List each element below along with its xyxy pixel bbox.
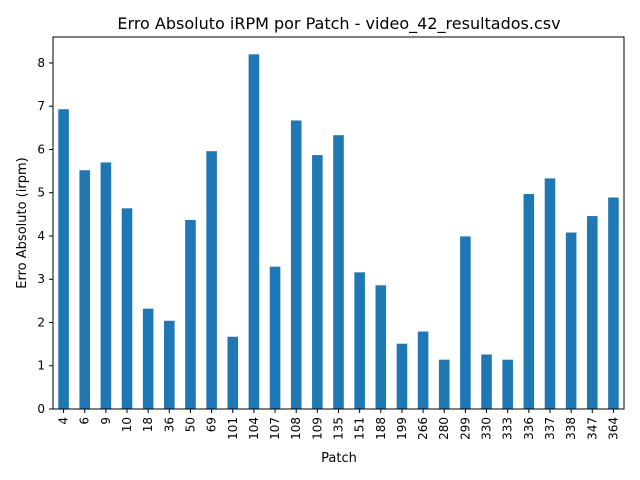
x-tick-label: 109 (310, 417, 324, 440)
y-tick-label: 5 (37, 186, 45, 200)
x-tick-label: 338 (564, 417, 578, 440)
x-tick-label: 18 (141, 417, 155, 432)
x-tick-label: 135 (332, 417, 346, 440)
bar-109 (312, 155, 323, 409)
y-tick-label: 6 (37, 142, 45, 156)
bar-266 (417, 331, 429, 409)
y-tick-label: 1 (37, 359, 45, 373)
y-tick-label: 7 (37, 99, 45, 113)
x-tick-label: 347 (585, 417, 599, 440)
x-tick-label: 337 (543, 417, 557, 440)
bar-337 (544, 178, 556, 409)
x-tick-label: 280 (437, 417, 451, 440)
bar-6 (79, 170, 91, 409)
bar-188 (375, 285, 387, 409)
bar-330 (481, 354, 492, 409)
x-tick-label: 50 (183, 417, 197, 432)
y-tick-label: 0 (37, 402, 45, 416)
x-tick-label: 299 (458, 417, 472, 440)
y-axis-label: Erro Absoluto (irpm) (15, 157, 30, 288)
x-tick-label: 36 (162, 417, 176, 432)
x-tick-label: 199 (395, 417, 409, 440)
x-tick-label: 333 (501, 417, 515, 440)
bar-50 (185, 219, 196, 409)
bars-group (58, 54, 619, 410)
x-axis-label: Patch (321, 451, 357, 466)
bar-280 (438, 359, 450, 409)
x-tick-label: 6 (78, 417, 92, 425)
y-tick-label: 2 (37, 315, 45, 329)
bar-364 (608, 197, 619, 409)
x-tick-label: 4 (57, 417, 71, 425)
bar-338 (565, 232, 577, 409)
x-tick-label: 9 (99, 417, 113, 425)
x-tick-label: 330 (480, 417, 494, 440)
bar-101 (227, 336, 239, 409)
y-tick-label: 8 (37, 56, 45, 70)
plot-frame (52, 36, 625, 410)
bar-9 (100, 162, 112, 409)
y-tick-label: 3 (37, 272, 45, 286)
x-tick-label: 107 (268, 417, 282, 440)
bar-347 (586, 216, 598, 409)
x-tick-label: 10 (120, 417, 134, 432)
bar-69 (206, 151, 217, 409)
x-tick-label: 69 (205, 417, 219, 432)
x-tick-label: 364 (606, 417, 620, 440)
x-tick-label: 266 (416, 417, 430, 440)
bar-4 (58, 109, 69, 409)
bar-151 (354, 272, 365, 409)
bar-199 (396, 343, 408, 409)
bar-135 (333, 135, 344, 409)
x-tick-label: 151 (353, 417, 367, 440)
bar-336 (523, 194, 535, 409)
chart-title: Erro Absoluto iRPM por Patch - video_42_… (117, 14, 560, 34)
bar-108 (290, 120, 302, 410)
bar-104 (248, 54, 260, 409)
bar-18 (142, 308, 154, 409)
bar-36 (164, 320, 175, 409)
x-tick-label: 101 (226, 417, 240, 440)
x-tick-label: 336 (522, 417, 536, 440)
y-axis: 0 1 2 3 4 5 6 7 8 (37, 56, 53, 416)
bar-333 (502, 359, 513, 409)
bar-299 (460, 236, 471, 409)
x-tick-label: 108 (289, 417, 303, 440)
x-axis: 4 6 9 10 18 36 50 69 101 104 107 108 109 135 151 188 199… (57, 409, 620, 440)
bar-10 (121, 208, 133, 409)
x-tick-label: 104 (247, 417, 261, 440)
y-tick-label: 4 (37, 229, 45, 243)
x-tick-label: 188 (374, 417, 388, 440)
bar-107 (269, 266, 281, 409)
